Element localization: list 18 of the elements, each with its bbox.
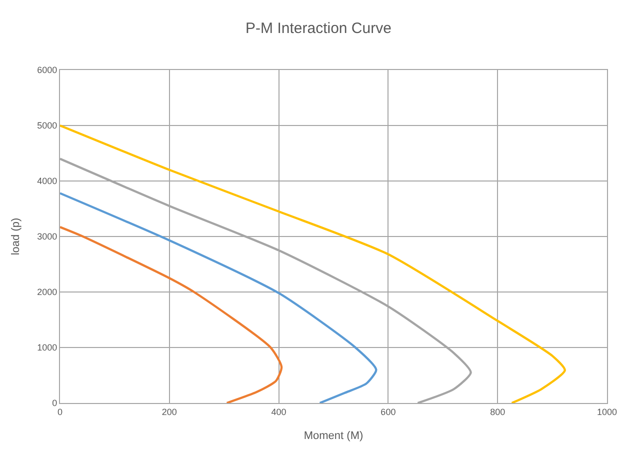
chart-title: P-M Interaction Curve: [246, 20, 392, 38]
line-series: [60, 192, 378, 403]
y-tick-label: 0: [52, 398, 58, 408]
line-series: [60, 124, 566, 403]
y-tick-label: 2000: [37, 287, 58, 298]
y-tick-label: 5000: [37, 120, 58, 131]
y-tick-label: 3000: [37, 232, 58, 242]
x-tick-label: 400: [271, 406, 286, 417]
y-tick-label: 6000: [37, 65, 58, 76]
y-tick-label: 4000: [37, 176, 58, 186]
x-tick-label: 600: [380, 406, 396, 417]
x-axis-title: Moment (M): [304, 430, 364, 442]
x-tick-label: 200: [162, 406, 177, 417]
x-tick-label: 800: [490, 406, 506, 417]
x-tick-label: 1000: [596, 406, 618, 417]
y-axis-title: load (p): [10, 218, 22, 256]
line-series: [60, 226, 283, 403]
y-tick-label: 1000: [37, 342, 58, 353]
